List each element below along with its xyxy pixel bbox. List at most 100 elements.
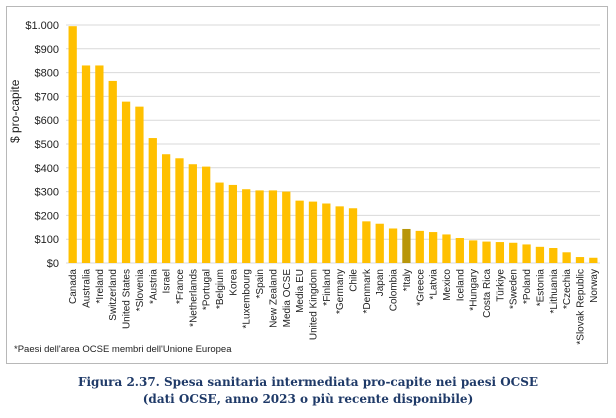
bar <box>161 154 171 263</box>
y-tick-label: $800 <box>35 68 59 80</box>
bar <box>482 241 491 263</box>
bar <box>455 238 464 263</box>
x-tick-label: Japan <box>375 269 386 296</box>
x-tick-label: *Denmark <box>362 268 373 313</box>
footnote: *Paesi dell'area OCSE membri dell'Unione… <box>14 344 232 355</box>
bar <box>121 101 131 263</box>
y-tick-label: $200 <box>35 210 59 222</box>
bar <box>522 244 531 263</box>
y-tick-label: $400 <box>35 163 59 175</box>
bar <box>535 246 545 263</box>
bar <box>295 200 304 263</box>
x-tick-label: *Greece <box>415 269 426 306</box>
y-tick-label: $1.000 <box>25 20 59 32</box>
y-tick-label: $600 <box>35 115 59 127</box>
bar <box>562 252 571 263</box>
bar <box>442 234 451 263</box>
x-tick-label: *Czechia <box>562 269 573 309</box>
bar <box>242 189 251 263</box>
figure-caption: Figura 2.37. Spesa sanitaria intermediat… <box>0 374 616 408</box>
bar <box>469 240 478 263</box>
x-tick-label: *Lithuania <box>549 269 560 314</box>
bar <box>509 242 518 263</box>
bar <box>135 106 144 263</box>
x-tick-label: *Slovak Republic <box>575 269 586 345</box>
bar <box>415 230 424 263</box>
x-tick-label: *Netherlands <box>188 269 199 327</box>
x-tick-label: *Sweden <box>509 269 520 309</box>
chart-frame <box>6 6 608 364</box>
x-tick-label: *Italy <box>402 269 413 291</box>
gridlines <box>66 24 600 264</box>
bar <box>335 206 344 263</box>
x-tick-label: Korea <box>228 269 239 296</box>
y-axis-label: $ pro-capite <box>8 79 22 143</box>
bar <box>255 190 264 263</box>
bar <box>215 182 224 263</box>
x-tick-label: *Belgium <box>215 269 226 309</box>
x-tick-label: Costa Rica <box>482 269 493 318</box>
x-tick-label: *Estonia <box>535 269 546 307</box>
bar <box>322 203 331 263</box>
y-tick-label: $500 <box>35 139 59 151</box>
y-tick-label: $700 <box>35 91 59 103</box>
y-tick-label: $0 <box>47 258 59 270</box>
bar <box>375 223 384 263</box>
x-tick-label: New Zealand <box>268 269 279 328</box>
x-tick-label: *France <box>175 269 186 304</box>
bars <box>68 26 598 264</box>
x-tick-label: Türkiye <box>495 269 506 302</box>
x-tick-label: Australia <box>82 269 93 308</box>
bar <box>428 232 438 263</box>
bar <box>81 65 91 264</box>
x-tick-label: *Luxembourg <box>242 269 253 328</box>
x-tick-label: *Poland <box>522 269 533 304</box>
x-tick-label: Israel <box>162 269 173 293</box>
bar <box>148 138 157 263</box>
x-tick-label: United Kingdom <box>308 269 319 340</box>
bar <box>108 80 117 264</box>
x-tick-label: Switzerland <box>108 269 119 321</box>
bar <box>202 166 211 263</box>
x-tick-label: Media EU <box>295 269 306 313</box>
y-tick-label: $900 <box>35 44 59 56</box>
x-tick-label: Iceland <box>455 269 466 301</box>
bar <box>589 257 598 263</box>
bar <box>282 191 291 263</box>
x-tick-label: *Hungary <box>469 269 480 311</box>
y-tick-label: $100 <box>35 234 59 246</box>
bar <box>228 184 238 263</box>
caption-line-2: (dati OCSE, anno 2023 o più recente disp… <box>142 392 474 406</box>
bar <box>268 190 278 263</box>
x-tick-label: *Austria <box>148 269 159 304</box>
bar <box>549 248 558 263</box>
bar <box>308 201 318 263</box>
x-tick-label: Colombia <box>389 269 400 312</box>
bar <box>495 242 505 263</box>
caption-line-1: Figura 2.37. Spesa sanitaria intermediat… <box>77 375 539 389</box>
bar <box>575 257 585 263</box>
x-tick-label: Norway <box>589 269 600 303</box>
x-tick-label: *Spain <box>255 269 266 298</box>
bar <box>388 228 398 263</box>
y-tick-label: $300 <box>35 187 59 199</box>
bar <box>348 208 358 263</box>
x-tick-label: Mexico <box>442 269 453 301</box>
x-tick-label: Canada <box>68 269 79 304</box>
x-tick-label: *Slovenia <box>135 269 146 312</box>
x-tick-label: *Portugal <box>202 269 213 310</box>
x-tick-label: Chile <box>349 269 360 292</box>
bar <box>402 228 411 263</box>
x-axis-ticks: Canada Australia *Ireland Switzerland United… <box>68 268 600 345</box>
x-tick-label: Media OCSE <box>282 269 293 328</box>
bar <box>68 26 77 263</box>
bar <box>362 221 371 263</box>
x-tick-label: *Finland <box>322 269 333 306</box>
x-tick-label: United States <box>122 269 133 329</box>
y-axis-ticks: $0 $100 $200 $300 $400 $500 $600 $700 $800 $900 $1… <box>25 20 59 270</box>
bar <box>188 164 197 263</box>
bar <box>95 65 104 264</box>
x-tick-label: *Latvia <box>429 269 440 300</box>
x-tick-label: *Ireland <box>95 269 106 303</box>
